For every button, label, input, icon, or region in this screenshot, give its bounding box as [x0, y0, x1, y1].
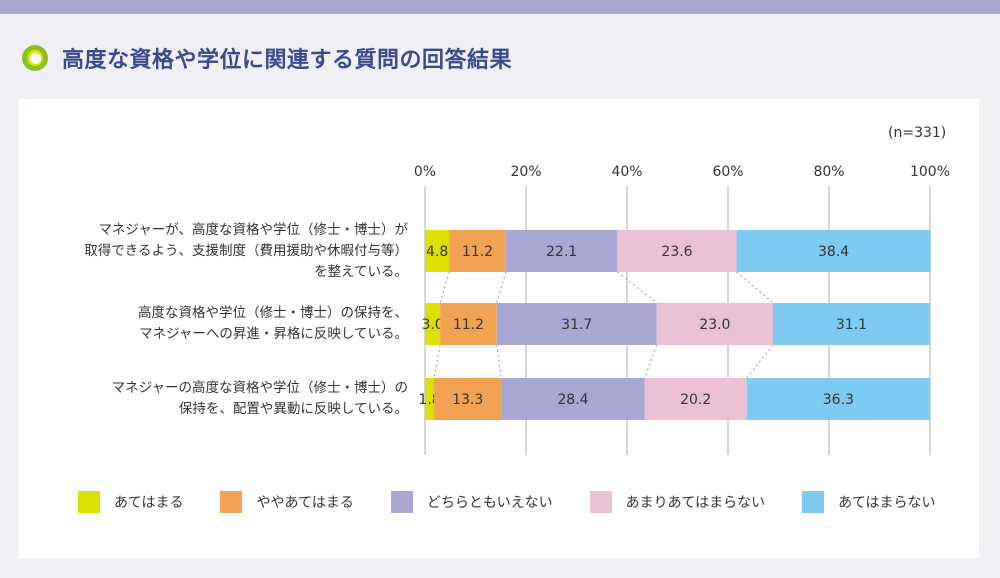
legend-swatch — [220, 491, 243, 513]
legend-label: どちらともいえない — [426, 495, 553, 511]
legend-label: あてはまらない — [838, 495, 936, 511]
legend: あてはまる ややあてはまる どちらともいえない あまりあてはまらない あてはまらない — [78, 491, 973, 513]
data-label: 13.3 — [452, 392, 483, 408]
data-label: 20.2 — [680, 392, 711, 408]
bar-segment — [425, 378, 435, 420]
data-label: 22.1 — [546, 244, 577, 260]
legend-swatch — [390, 491, 413, 513]
legend-item: あてはまる — [78, 491, 183, 513]
row-label-line: 取得できるよう、支援制度（費用援助や休暇付与等） — [84, 242, 408, 259]
bar-segment — [425, 230, 450, 272]
x-tick-label: 0% — [414, 164, 436, 180]
bar-segment — [736, 230, 931, 272]
x-tick-label: 100% — [910, 164, 950, 180]
bar-segment — [434, 378, 502, 420]
connector-line — [736, 271, 774, 304]
legend-item: ややあてはまる — [220, 491, 354, 513]
bar-segment — [772, 303, 930, 345]
header: 高度な資格や学位に関連する質問の回答結果 — [22, 40, 512, 76]
legend-swatch — [78, 491, 100, 513]
connector-line — [496, 344, 502, 379]
x-tick-label: 80% — [813, 164, 844, 180]
data-label: 11.2 — [453, 317, 484, 333]
bar-segment — [425, 303, 441, 345]
bar-segment — [449, 230, 506, 272]
legend-item: あてはまらない — [802, 491, 936, 513]
legend-label: あてはまる — [114, 495, 184, 511]
data-label: 36.3 — [823, 392, 854, 408]
bar-segment — [496, 303, 657, 345]
x-tick-label: 20% — [510, 164, 541, 180]
row-label-line: 高度な資格や学位（修士・博士）の保持を、 — [138, 305, 408, 321]
legend-swatch — [802, 491, 825, 513]
row-label-line: マネジャーへの昇進・昇格に反映している。 — [139, 326, 408, 342]
legend-item: あまりあてはまらない — [589, 491, 766, 513]
legend-label: あまりあてはまらない — [625, 495, 766, 511]
row-label: 高度な資格や学位（修士・博士）の保持を、 マネジャーへの昇進・昇格に反映している。 — [138, 303, 408, 345]
data-label: 23.0 — [699, 317, 730, 333]
data-label: 38.4 — [818, 244, 849, 260]
x-tick-label: 60% — [712, 164, 743, 180]
connector-line — [439, 271, 450, 304]
bar-segment — [501, 378, 645, 420]
bar-segment — [746, 378, 930, 420]
data-label: 31.7 — [561, 317, 592, 333]
page-title: 高度な資格や学位に関連する質問の回答結果 — [62, 48, 513, 73]
connector-line — [433, 344, 441, 379]
connector-line — [496, 271, 507, 304]
data-label: 31.1 — [836, 317, 867, 333]
legend-label: ややあてはまる — [256, 495, 354, 511]
connector-line — [644, 344, 658, 379]
row-label: マネジャーの高度な資格や学位（修士・博士）の保持を、配置や異動に反映している。 — [112, 378, 408, 420]
legend-swatch — [589, 491, 612, 513]
bar-segment — [656, 303, 773, 345]
row-label-line: マネジャーの高度な資格や学位（修士・博士）の — [111, 380, 408, 396]
row-label-line: マネジャーが、高度な資格や学位（修士・博士）が — [98, 221, 408, 238]
data-label: 3.0 — [421, 317, 443, 333]
legend-item: どちらともいえない — [390, 491, 553, 513]
data-label: 23.6 — [661, 244, 692, 260]
connector-line — [746, 344, 774, 379]
bar-segment — [505, 230, 618, 272]
bar-segment — [617, 230, 737, 272]
row-label: マネジャーが、高度な資格や学位（修士・博士）が取得できるよう、支援制度（費用援助… — [84, 220, 408, 283]
bar-segment — [440, 303, 497, 345]
row-label-line: 保持を、配置や異動に反映している。 — [178, 401, 408, 417]
top-banner — [0, 0, 1000, 14]
data-label: 4.8 — [426, 244, 448, 260]
row-label-line: を整えている。 — [314, 263, 408, 280]
data-label: 11.2 — [462, 244, 493, 260]
bar-segment — [644, 378, 747, 420]
x-tick-label: 40% — [611, 164, 642, 180]
data-label: 28.4 — [557, 392, 588, 408]
ring-bullet-icon — [22, 45, 48, 71]
sample-size-note: (n=331) — [888, 125, 947, 141]
connector-line — [617, 271, 658, 304]
